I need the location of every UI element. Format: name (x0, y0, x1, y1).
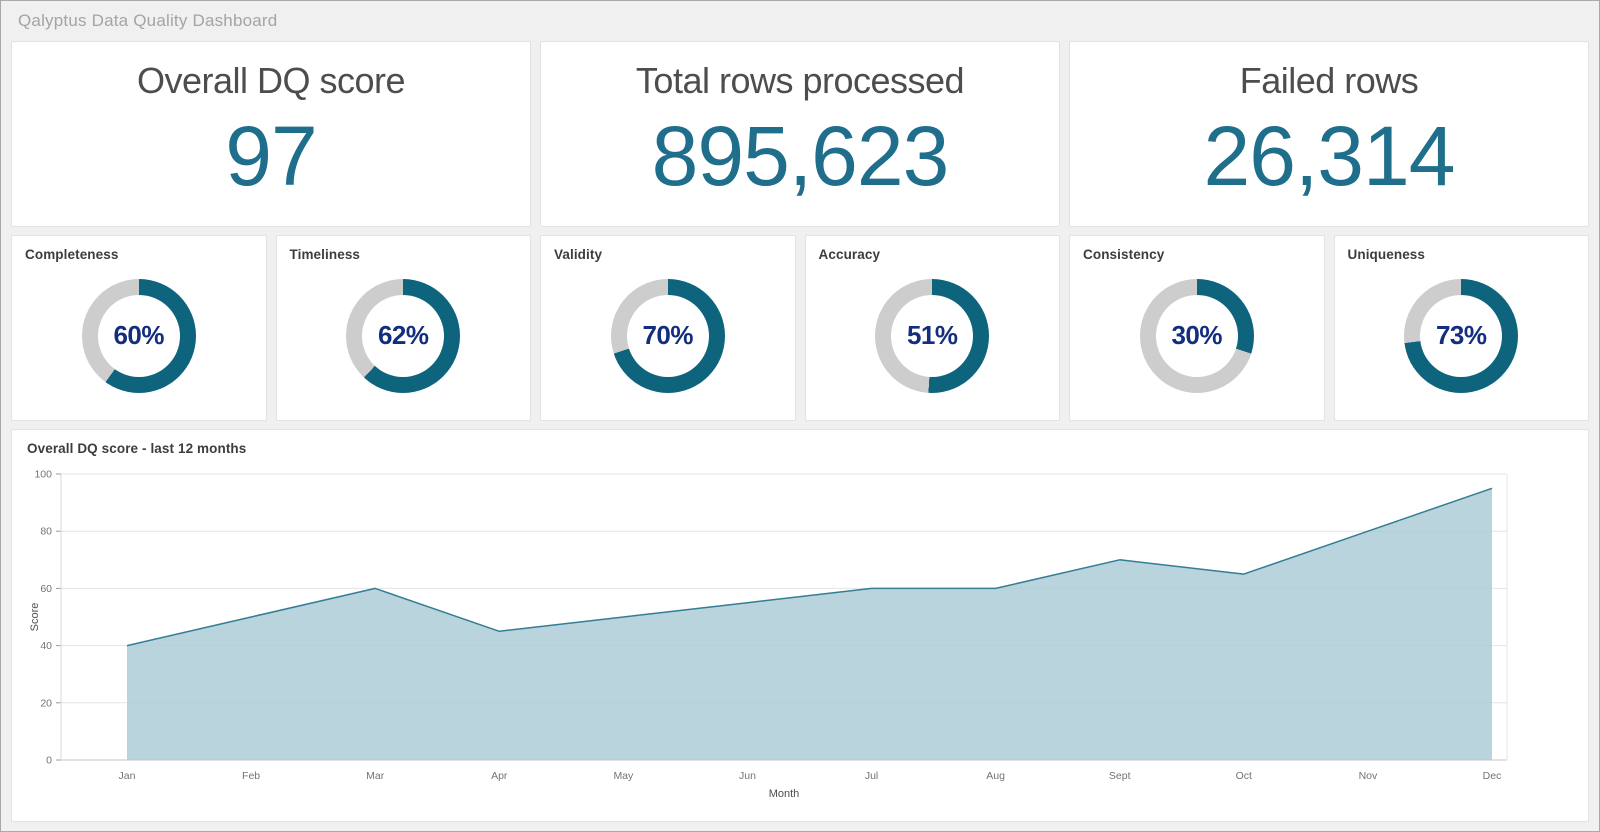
svg-text:Aug: Aug (986, 770, 1005, 782)
donut-hole: 60% (97, 294, 180, 377)
gauge-percent: 73% (1435, 320, 1487, 350)
svg-text:20: 20 (40, 697, 52, 709)
donut-hole: 30% (1155, 294, 1238, 377)
svg-text:Score: Score (29, 603, 41, 632)
gauge-holder: 60% (25, 262, 253, 409)
gauge-holder: 70% (554, 262, 782, 409)
gauge-title: Validity (554, 247, 603, 262)
gauge-percent: 60% (113, 320, 165, 350)
gauge-holder: 30% (1083, 262, 1311, 409)
gauge-card-completeness: Completeness 60% (11, 235, 267, 421)
svg-text:Jan: Jan (119, 770, 136, 782)
donut-gauge-accuracy[interactable]: 51% (875, 278, 990, 393)
sheet-title: Qalyptus Data Quality Dashboard (18, 11, 278, 30)
kpi-total-rows-processed: Total rows processed 895,623 (540, 41, 1060, 227)
svg-text:40: 40 (40, 640, 52, 652)
svg-text:Dec: Dec (1483, 770, 1502, 782)
svg-text:60: 60 (40, 583, 52, 595)
gauge-card-timeliness: Timeliness 62% (275, 235, 531, 421)
svg-text:Jul: Jul (865, 770, 878, 782)
chart-title: Overall DQ score - last 12 months (27, 441, 247, 456)
svg-text:100: 100 (34, 469, 52, 481)
sheet-titlebar: Qalyptus Data Quality Dashboard (11, 1, 1589, 41)
gauge-card-consistency: Consistency 30% (1069, 235, 1325, 421)
svg-text:Jun: Jun (739, 770, 756, 782)
kpi-value: 895,623 (651, 109, 950, 204)
svg-text:Mar: Mar (366, 770, 385, 782)
svg-text:Nov: Nov (1359, 770, 1378, 782)
donut-hole: 51% (891, 294, 974, 377)
donut-gauge-timeliness[interactable]: 62% (346, 278, 461, 393)
kpi-value: 97 (225, 109, 317, 204)
svg-text:Feb: Feb (242, 770, 260, 782)
area-chart-card: Overall DQ score - last 12 months 0 20 40 6… (11, 429, 1589, 822)
svg-text:May: May (613, 770, 634, 782)
kpi-overall-dq-score: Overall DQ score 97 (11, 41, 531, 227)
kpi-value: 26,314 (1203, 109, 1456, 204)
gauge-title: Accuracy (818, 247, 881, 262)
kpi-title: Overall DQ score (136, 60, 406, 101)
kpi-title: Failed rows (1239, 60, 1419, 101)
gauge-title: Timeliness (289, 247, 361, 262)
gauge-title: Completeness (25, 247, 119, 262)
gauge-holder: 62% (290, 262, 518, 409)
donut-gauge-validity[interactable]: 70% (610, 278, 725, 393)
donut-hole: 70% (626, 294, 709, 377)
gauge-card-accuracy: Accuracy 51% (804, 235, 1060, 421)
gauge-percent: 70% (642, 320, 694, 350)
gauge-percent: 51% (906, 320, 958, 350)
donut-hole: 73% (1420, 294, 1503, 377)
donut-hole: 62% (362, 294, 445, 377)
gauge-percent: 30% (1171, 320, 1223, 350)
svg-text:Sept: Sept (1109, 770, 1131, 782)
svg-text:80: 80 (40, 526, 52, 538)
gauge-card-validity: Validity 70% (540, 235, 796, 421)
kpi-row: Overall DQ score 97 Total rows processed… (11, 41, 1589, 227)
svg-text:Apr: Apr (491, 770, 508, 782)
gauge-title: Consistency (1083, 247, 1165, 262)
svg-text:0: 0 (46, 755, 52, 767)
svg-text:Month: Month (769, 788, 800, 800)
area-chart[interactable]: 0 20 40 60 80 100 Jan Feb Mar Apr May Jun Jul Aug Sept… (27, 462, 1579, 804)
kpi-failed-rows: Failed rows 26,314 (1069, 41, 1589, 227)
gauge-holder: 73% (1348, 262, 1576, 409)
donut-gauge-consistency[interactable]: 30% (1139, 278, 1254, 393)
gauge-row: Completeness 60% Timeliness 62% Va (11, 235, 1589, 421)
donut-gauge-uniqueness[interactable]: 73% (1404, 278, 1519, 393)
gauge-card-uniqueness: Uniqueness 73% (1333, 235, 1589, 421)
gauge-percent: 62% (377, 320, 429, 350)
gauge-holder: 51% (819, 262, 1047, 409)
svg-text:Oct: Oct (1236, 770, 1252, 782)
gauge-title: Uniqueness (1347, 247, 1426, 262)
donut-gauge-completeness[interactable]: 60% (81, 278, 196, 393)
kpi-title: Total rows processed (635, 60, 965, 101)
